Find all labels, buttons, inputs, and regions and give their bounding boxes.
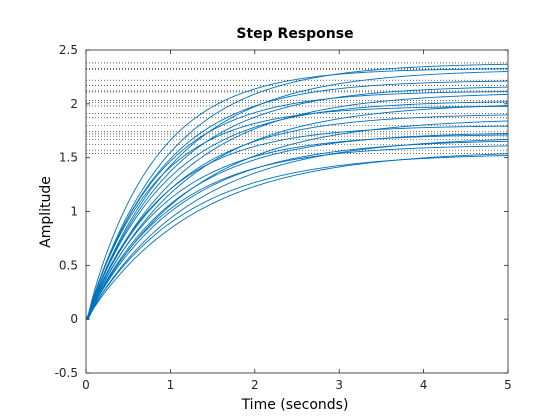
response-curve [85,63,509,320]
response-curve [85,68,509,320]
y-tick-label: 0.5 [59,258,78,272]
response-curve [85,132,509,320]
x-tick-label: 2 [251,378,259,392]
y-axis-label: Amplitude [38,176,54,248]
x-tick-label: 3 [335,378,343,392]
x-tick-label: 5 [504,378,512,392]
response-curve [85,134,509,320]
response-curve [85,105,509,320]
response-curve [85,125,509,320]
response-curve [85,114,509,320]
response-curve [85,120,509,320]
x-tick-label: 0 [82,378,90,392]
response-curve [85,140,509,320]
response-curve [85,91,509,320]
y-axis-ticks: -0.5 0 0.5 1 1.5 2 2.5 [55,43,508,380]
response-curve [85,86,509,320]
response-curve [85,155,509,320]
response-curve [85,80,509,320]
y-tick-label: 2 [70,97,78,111]
response-curve [85,153,509,320]
response-curves [85,63,509,320]
response-curve [85,71,509,320]
response-curve [85,101,509,320]
y-tick-label: -0.5 [55,366,78,380]
x-axis-label: Time (seconds) [241,397,349,413]
y-tick-label: 2.5 [59,43,78,57]
y-tick-label: 1.5 [59,151,78,165]
y-tick-label: 0 [70,312,78,326]
x-tick-label: 1 [167,378,175,392]
x-axis-ticks: 0 1 2 3 4 5 [82,50,512,392]
response-curve [85,105,509,320]
chart-title: Step Response [236,26,353,42]
response-curve [85,139,509,320]
response-curve [85,145,509,320]
axes-box [85,49,509,374]
x-tick-label: 4 [420,378,428,392]
y-tick-label: 1 [70,205,78,219]
plot-area: 0 1 2 3 4 5 -0.5 0 0.5 1 1.5 2 2.5 [55,43,512,392]
